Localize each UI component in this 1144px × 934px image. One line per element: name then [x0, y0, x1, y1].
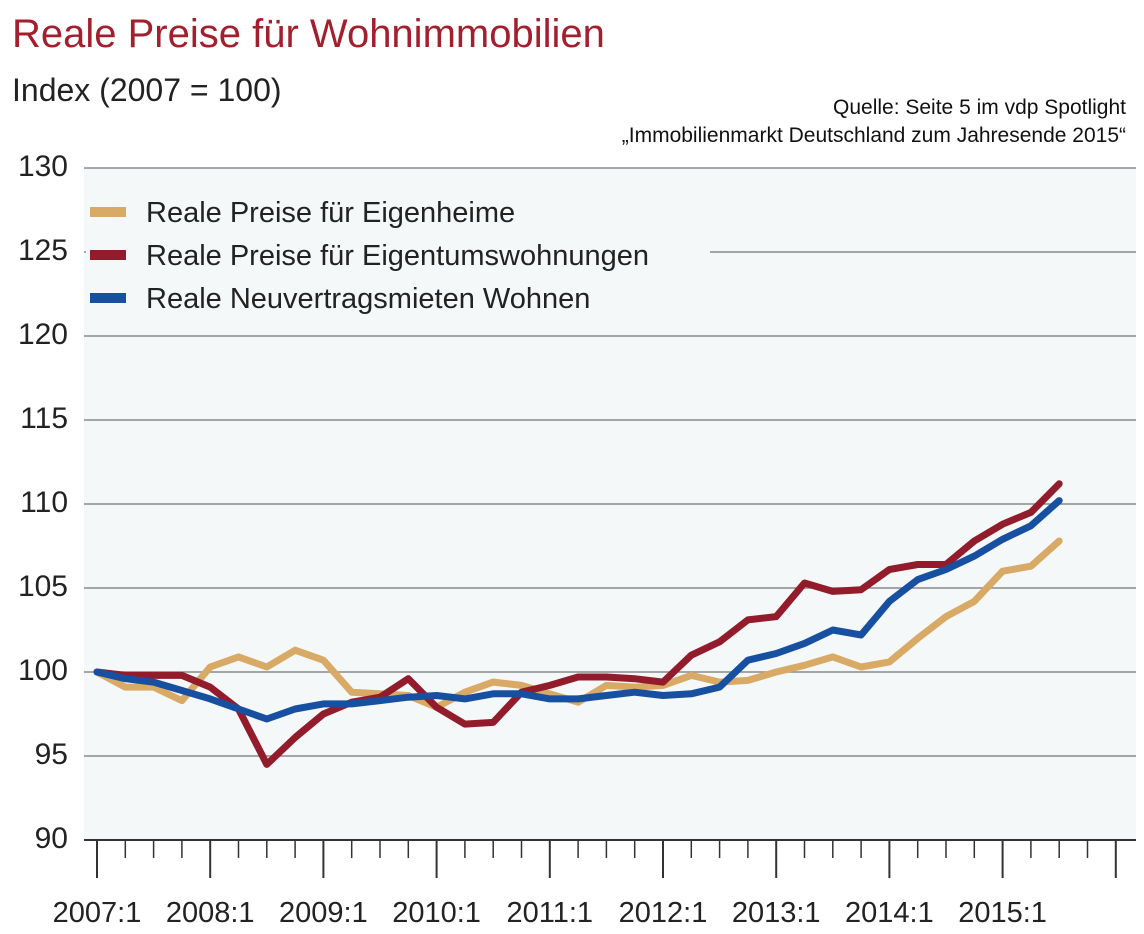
x-tick-label: 2009:1 [279, 897, 368, 929]
x-tick-label: 2013:1 [732, 897, 821, 929]
y-tick-label: 120 [18, 318, 68, 351]
y-tick-label: 115 [20, 402, 68, 435]
y-tick-label: 95 [35, 738, 68, 771]
source-line-1: Quelle: Seite 5 im vdp Spotlight [833, 96, 1126, 119]
x-tick-label: 2015:1 [958, 897, 1047, 929]
chart-title: Reale Preise für Wohnimmobilien [12, 12, 605, 56]
source-line-2: „Immobilienmarkt Deutschland zum Jahrese… [621, 124, 1126, 147]
series-line-2 [93, 480, 1063, 768]
series-line-3 [93, 497, 1063, 723]
y-tick-label: 125 [18, 234, 68, 267]
y-tick-label: 90 [35, 822, 68, 855]
x-axis-labels: 2007:1 2008:1 2009:1 2010:1 2011:1 2012:1 2013… [53, 897, 1047, 929]
y-tick-label: 130 [18, 150, 68, 183]
x-tick-label: 2014:1 [845, 897, 934, 929]
x-tick-label: 2010:1 [392, 897, 481, 929]
y-tick-label: 100 [18, 654, 68, 687]
x-tick-label: 2012:1 [619, 897, 708, 929]
legend-label: Reale Preise für Eigenheime [146, 197, 515, 229]
legend-background [86, 186, 710, 318]
y-axis-labels: 90 95 100 105 110 115 120 125 130 [18, 150, 68, 855]
y-tick-label: 105 [18, 570, 68, 603]
legend-label: Reale Preise für Eigentumswohnungen [146, 240, 649, 272]
y-tick-label: 110 [20, 486, 68, 519]
x-tick-label: 2011:1 [507, 897, 594, 929]
series-lines [93, 480, 1063, 768]
chart-subtitle: Index (2007 = 100) [12, 72, 282, 108]
x-tick-label: 2008:1 [166, 897, 255, 929]
legend: Reale Preise für Eigenheime Reale Preise … [86, 186, 710, 318]
x-tick-label: 2007:1 [53, 897, 142, 929]
x-axis [84, 839, 1136, 878]
legend-label: Reale Neuvertragsmieten Wohnen [146, 283, 590, 315]
